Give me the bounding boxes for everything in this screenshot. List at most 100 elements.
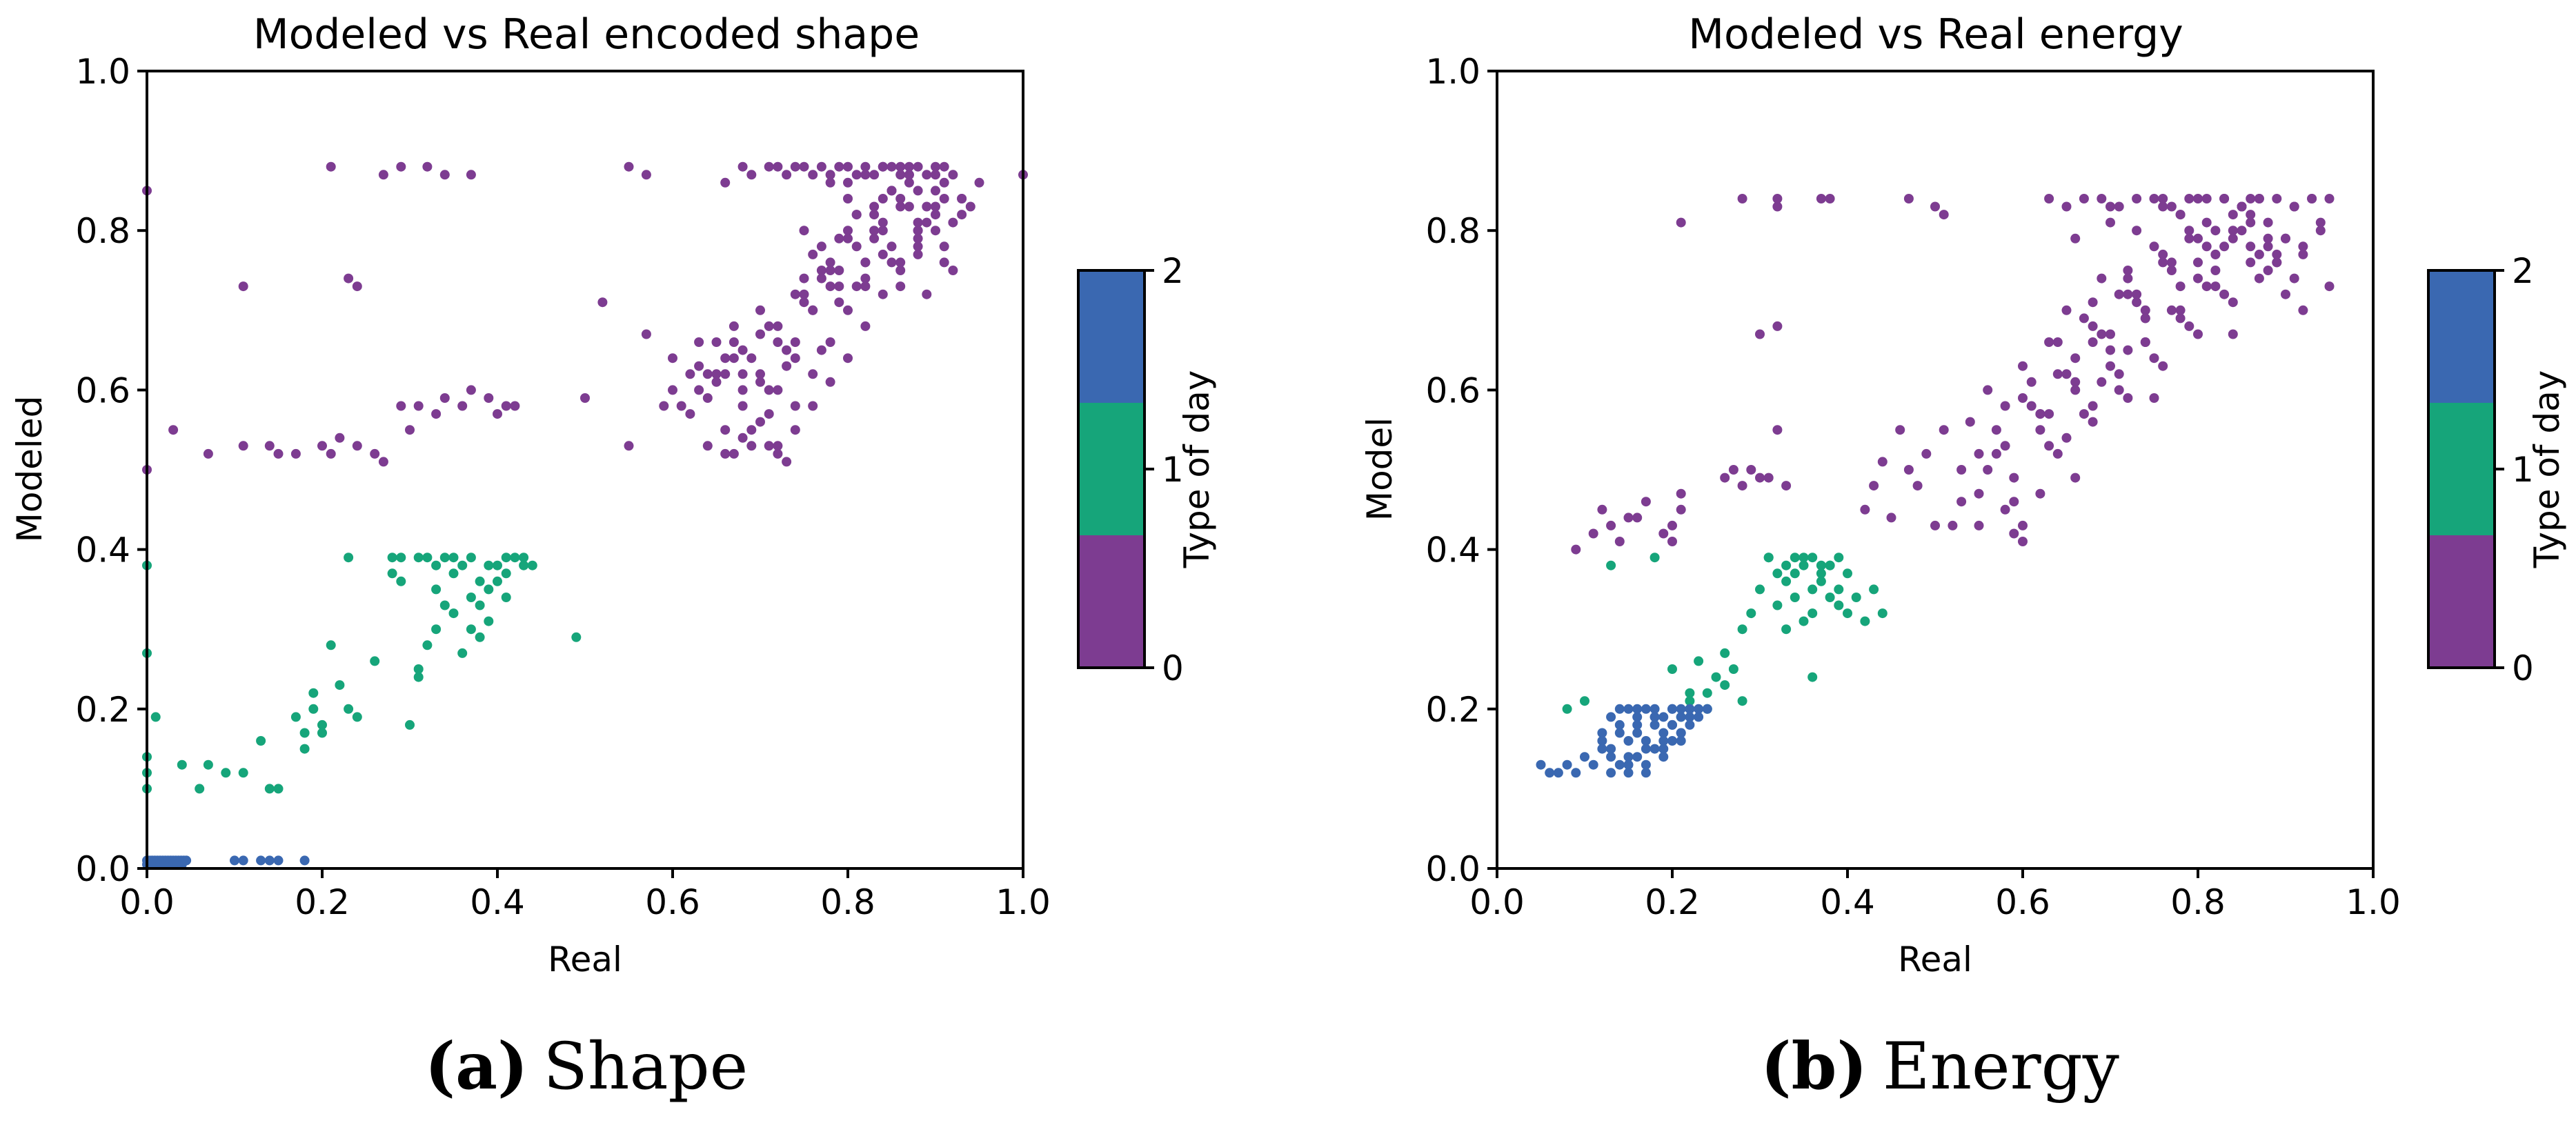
colorbar-tick-1: 1 <box>2512 450 2534 490</box>
data-point-type-1 <box>290 712 301 722</box>
panel-energy: Modeled vs Real energy 0.0 0.2 0.4 0.6 0.8 1.… <box>1360 10 2567 980</box>
data-point-type-0 <box>825 337 835 347</box>
y-tick-label: 0.6 <box>75 370 130 410</box>
data-point-type-0 <box>790 401 800 411</box>
data-point-type-2 <box>299 855 310 866</box>
data-point-type-0 <box>790 353 800 364</box>
data-point-type-0 <box>869 170 880 180</box>
y-tick-label: 0.4 <box>1425 530 1480 570</box>
data-point-type-0 <box>2201 217 2212 228</box>
data-point-type-0 <box>2123 273 2133 284</box>
data-point-type-0 <box>746 170 757 180</box>
data-point-type-2 <box>1641 744 1651 754</box>
data-point-type-0 <box>737 433 748 443</box>
data-point-type-0 <box>352 441 362 451</box>
data-point-type-0 <box>2281 233 2290 244</box>
data-point-type-0 <box>931 201 940 212</box>
data-point-type-0 <box>2219 289 2230 299</box>
colorbar-band-1 <box>1078 403 1145 535</box>
data-point-type-2 <box>1641 759 1651 770</box>
data-point-type-0 <box>1737 194 1747 203</box>
data-point-type-0 <box>2070 233 2081 244</box>
data-point-type-0 <box>1983 465 1993 475</box>
data-point-type-1 <box>396 553 406 563</box>
data-point-type-1 <box>1720 648 1730 658</box>
data-point-type-1 <box>317 728 327 738</box>
data-point-type-0 <box>2018 520 2028 530</box>
data-point-type-0 <box>2263 241 2273 252</box>
data-point-type-0 <box>641 170 651 180</box>
data-point-type-0 <box>238 281 248 292</box>
data-point-type-0 <box>2219 241 2230 252</box>
data-point-type-0 <box>1965 417 1975 427</box>
data-point-type-1 <box>475 600 485 610</box>
data-point-type-0 <box>2106 329 2115 339</box>
data-point-type-0 <box>948 266 958 275</box>
data-point-type-0 <box>755 377 765 387</box>
data-point-type-0 <box>808 401 818 411</box>
data-point-type-1 <box>475 632 485 642</box>
data-point-type-0 <box>895 194 906 203</box>
data-point-type-1 <box>273 784 284 794</box>
data-point-type-0 <box>2061 369 2072 379</box>
data-point-type-1 <box>1649 553 1660 563</box>
data-point-type-0 <box>484 393 494 403</box>
data-point-type-2 <box>1606 744 1616 754</box>
data-point-type-0 <box>2140 313 2150 324</box>
data-point-type-0 <box>948 217 958 228</box>
data-point-type-1 <box>413 672 424 682</box>
data-point-type-2 <box>1702 704 1712 714</box>
data-point-type-1 <box>413 553 424 563</box>
data-point-type-1 <box>1763 553 1774 563</box>
data-point-type-0 <box>2315 217 2326 228</box>
data-point-type-2 <box>1632 712 1643 722</box>
data-point-type-2 <box>1694 712 1704 722</box>
data-point-type-1 <box>1799 553 1809 563</box>
colorbar: 2 1 0 Type of day <box>2427 251 2567 688</box>
data-point-type-0 <box>2061 201 2072 212</box>
data-point-type-0 <box>668 353 677 364</box>
data-point-type-0 <box>2228 226 2238 236</box>
data-point-type-0 <box>335 433 345 443</box>
data-point-type-0 <box>843 177 853 188</box>
data-point-type-0 <box>860 170 871 180</box>
data-point-type-0 <box>869 233 880 244</box>
colorbar-band-2 <box>2428 270 2495 403</box>
data-point-type-0 <box>466 170 476 180</box>
data-point-type-0 <box>2132 194 2142 203</box>
y-tick-label: 0.2 <box>1425 690 1480 730</box>
colorbar-tick-2: 2 <box>1162 251 1184 291</box>
data-point-type-1 <box>1869 584 1879 595</box>
data-point-type-0 <box>939 257 949 268</box>
data-point-type-2 <box>1667 704 1677 714</box>
data-point-type-0 <box>782 361 792 371</box>
y-axis: 0.0 0.2 0.4 0.6 0.8 1.0 <box>75 52 147 889</box>
data-point-type-0 <box>2044 409 2054 419</box>
data-point-type-1 <box>501 568 511 579</box>
data-point-type-0 <box>2298 249 2308 259</box>
data-point-type-0 <box>825 377 835 387</box>
data-point-type-0 <box>2158 257 2168 268</box>
x-tick-label: 0.8 <box>820 882 875 922</box>
data-point-type-0 <box>2228 210 2238 220</box>
y-tick-label: 0.4 <box>75 530 130 570</box>
data-point-type-0 <box>2158 194 2168 203</box>
data-point-type-0 <box>2298 241 2308 252</box>
data-point-type-0 <box>773 441 783 451</box>
x-tick-label: 0.0 <box>1469 882 1525 922</box>
data-point-type-0 <box>2193 329 2203 339</box>
data-point-type-0 <box>2132 289 2142 299</box>
data-point-type-0 <box>501 401 511 411</box>
data-point-type-0 <box>2246 210 2256 220</box>
data-point-type-2 <box>1658 712 1669 722</box>
data-point-type-0 <box>799 273 809 284</box>
data-point-type-0 <box>2114 369 2124 379</box>
data-point-type-0 <box>878 194 888 203</box>
data-point-type-0 <box>2149 194 2159 203</box>
data-point-type-0 <box>2052 369 2063 379</box>
x-tick-label: 0.6 <box>645 882 700 922</box>
data-point-type-0 <box>2132 226 2142 236</box>
data-point-type-2 <box>1632 719 1643 730</box>
data-point-type-1 <box>493 560 502 570</box>
data-point-type-2 <box>238 855 248 866</box>
